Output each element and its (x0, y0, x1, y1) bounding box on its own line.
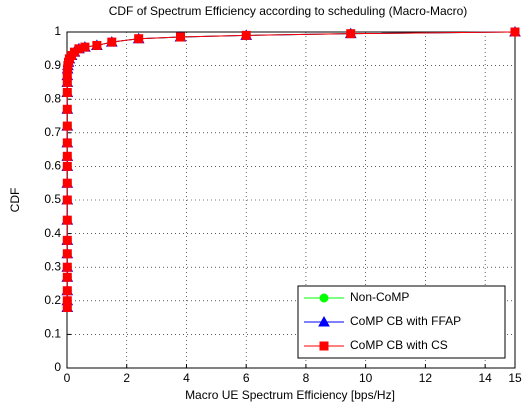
x-tick-label: 15 (508, 371, 522, 385)
marker (319, 293, 329, 303)
x-tick-label: 0 (64, 371, 71, 385)
marker (318, 315, 330, 327)
marker (62, 235, 72, 245)
y-tick-label: 0.5 (44, 192, 61, 206)
legend-label: CoMP CB with CS (350, 338, 448, 352)
marker (62, 104, 72, 114)
marker (62, 161, 72, 171)
marker (62, 178, 72, 188)
y-tick-label: 0.8 (44, 91, 61, 105)
y-tick-label: 0.6 (44, 159, 61, 173)
legend: Non-CoMP CoMP CB with FFAP CoMP CB with CS (297, 285, 506, 359)
y-tick-label: 0.3 (44, 259, 61, 273)
y-tick-label: 0 (54, 360, 61, 374)
y-tick-label: 0.2 (44, 293, 61, 307)
marker (107, 37, 117, 47)
x-tick-label: 4 (183, 371, 190, 385)
marker (62, 249, 72, 259)
y-tick-label: 1 (54, 24, 61, 38)
marker (92, 40, 102, 50)
marker (62, 262, 72, 272)
y-axis-label: CDF (8, 188, 22, 213)
marker (62, 296, 72, 306)
marker (80, 42, 90, 52)
x-tick-label: 8 (303, 371, 310, 385)
marker (62, 151, 72, 161)
y-tick-label: 0.1 (44, 327, 61, 341)
marker (62, 138, 72, 148)
x-tick-label: 2 (123, 371, 130, 385)
marker (62, 272, 72, 282)
x-tick-label: 6 (243, 371, 250, 385)
marker (134, 34, 144, 44)
y-tick-label: 0.7 (44, 125, 61, 139)
legend-label: Non-CoMP (350, 290, 409, 304)
legend-label: CoMP CB with FFAP (350, 314, 461, 328)
marker (62, 121, 72, 131)
x-axis-label: Macro UE Spectrum Efficiency [bps/Hz] (185, 388, 395, 402)
marker (175, 32, 185, 42)
x-tick-label: 12 (419, 371, 433, 385)
y-tick-label: 0.4 (44, 226, 61, 240)
marker (62, 195, 72, 205)
marker (319, 341, 329, 351)
marker (62, 87, 72, 97)
chart-title: CDF of Spectrum Efficiency according to … (109, 4, 468, 18)
x-tick-label: 14 (478, 371, 492, 385)
marker (346, 29, 356, 39)
marker (62, 286, 72, 296)
marker (241, 30, 251, 40)
marker (510, 27, 520, 37)
y-tick-label: 0.9 (44, 58, 61, 72)
x-tick-label: 10 (359, 371, 373, 385)
marker (62, 215, 72, 225)
